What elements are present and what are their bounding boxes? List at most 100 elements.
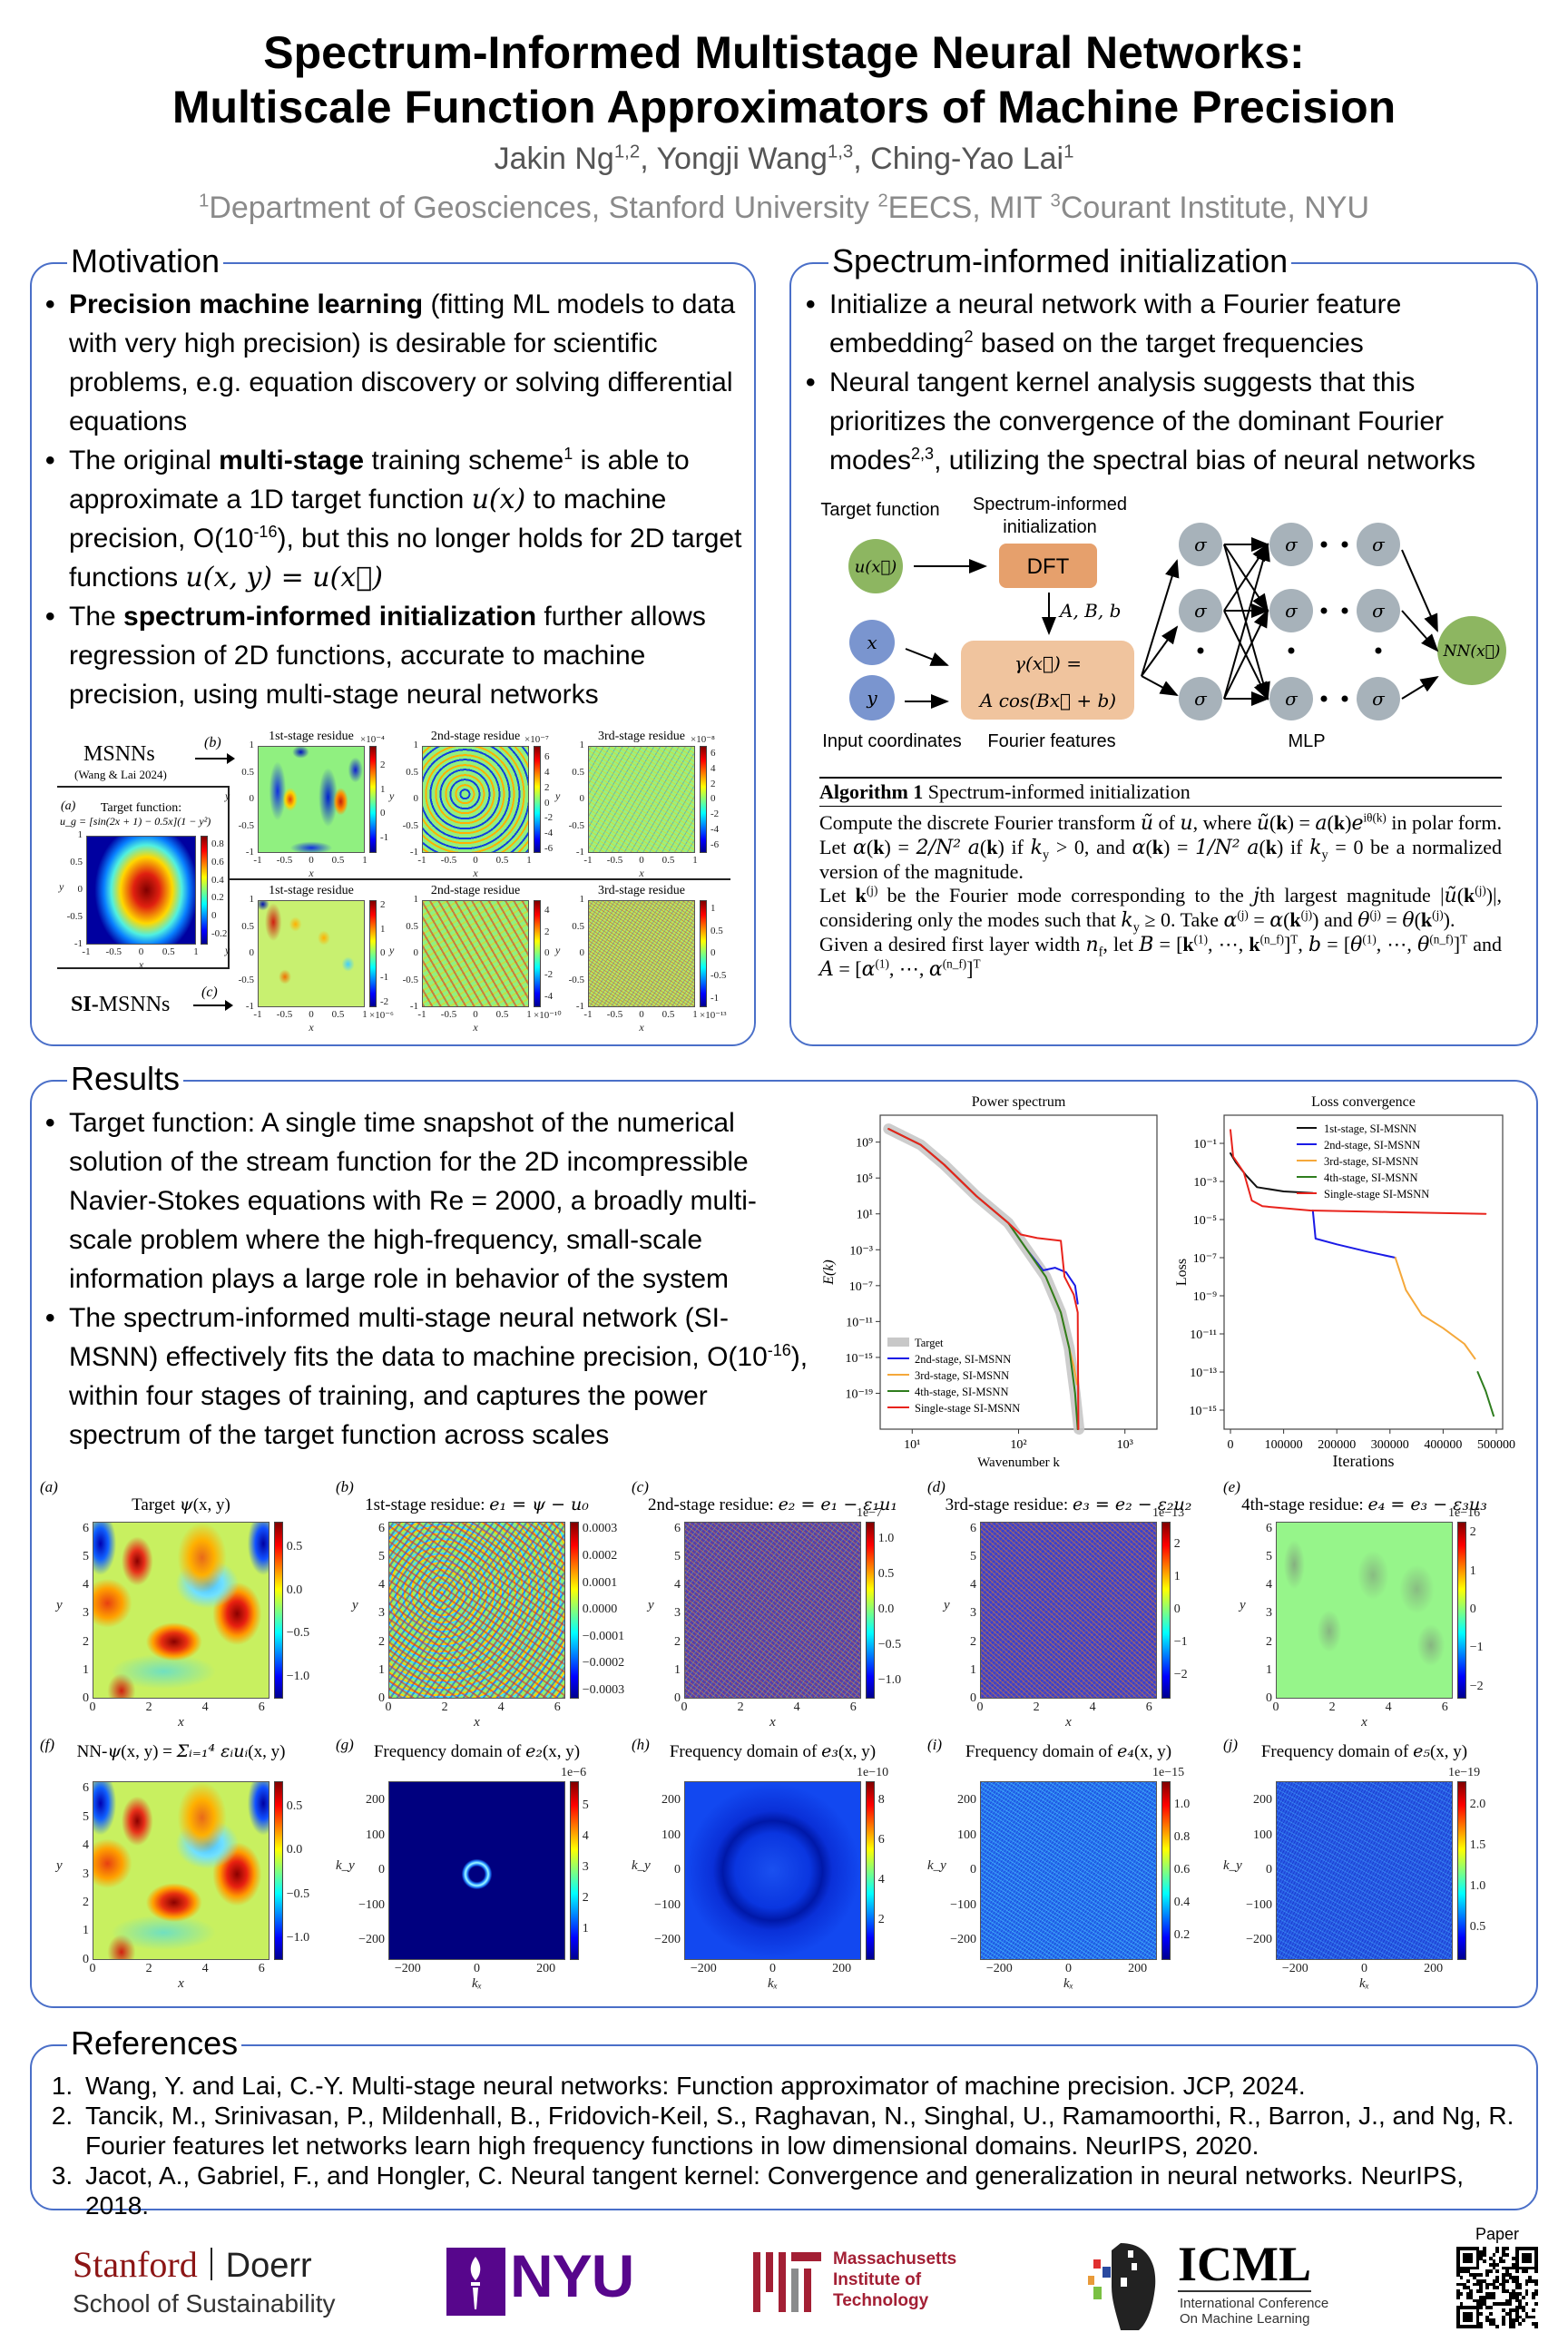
y-tick: 0.5 xyxy=(241,766,254,778)
text-run: Frequency domain of xyxy=(373,1742,526,1761)
text-run: , utilizing the spectral bias of neural … xyxy=(934,446,1476,475)
x-tick: -1 xyxy=(417,1009,426,1020)
panel-title: Target ψ(x, y) xyxy=(38,1494,324,1515)
math-text: α xyxy=(1269,909,1284,932)
bullet: Neural tangent kernel analysis suggests … xyxy=(806,363,1532,480)
superscript: (j) xyxy=(1300,907,1313,922)
text-run: Target function: xyxy=(100,801,182,815)
math-text: e₁ = ψ − u₀ xyxy=(489,1494,589,1514)
text-run: ] xyxy=(966,957,974,980)
heatmap-image xyxy=(422,746,529,853)
y-tick: -1 xyxy=(575,1001,584,1013)
colorbar xyxy=(1457,1781,1466,1960)
superscript: (j) xyxy=(1475,883,1486,897)
bullet: Target function: A single time snapshot … xyxy=(45,1103,817,1298)
msnn-suffix: MSNNs xyxy=(98,993,171,1016)
x-tick: 0 xyxy=(309,1009,314,1020)
colorbar-tick: 5 xyxy=(582,1798,589,1812)
colorbar xyxy=(369,746,377,853)
panel-title: 1st-stage residue xyxy=(203,884,419,898)
text-run: Neural tangent kernel analysis suggests … xyxy=(829,368,1445,475)
text-run: = xyxy=(1248,908,1270,931)
math-text: Σᵢ₌₁⁴ εᵢuᵢ xyxy=(176,1741,249,1761)
x-tick: −200 xyxy=(690,1962,717,1975)
y-tick: 4 xyxy=(1266,1578,1272,1592)
y-axis-label: y xyxy=(389,789,395,802)
mit-wordmark: Massachusetts Institute of Technology xyxy=(833,2249,956,2311)
x-tick: −200 xyxy=(1281,1962,1308,1975)
superscript: 1,3 xyxy=(827,142,854,162)
text-run: th largest magnitude | xyxy=(1259,884,1445,906)
y-tick: 1 xyxy=(1266,1662,1272,1677)
text-run: 2nd-stage residue: xyxy=(648,1495,779,1514)
y-tick: 5 xyxy=(1266,1550,1272,1564)
x-tick: 2 xyxy=(441,1700,448,1714)
horizontal-ellipsis-dot xyxy=(1320,541,1328,548)
colorbar xyxy=(570,1522,579,1699)
colorbar-exponent: 1e−16 xyxy=(1448,1506,1481,1520)
y-tick: 200 xyxy=(662,1793,681,1808)
y-tick: 200 xyxy=(366,1793,385,1808)
superscript: 1 xyxy=(198,191,210,211)
panel-label: (f) xyxy=(40,1736,55,1753)
stanford-doerr-logo: Stanford Doerr School of Sustainability xyxy=(73,2243,345,2318)
text-run: The xyxy=(69,602,124,632)
algorithm-name: Spectrum-informed initialization xyxy=(923,780,1191,803)
colorbar-tick: 4 xyxy=(877,1873,885,1887)
superscript: 1 xyxy=(1063,142,1074,162)
x-tick: -0.5 xyxy=(440,1009,457,1020)
colorbar-tick: 6 xyxy=(710,747,716,759)
algorithm-step: Compute the discrete Fourier transform ũ… xyxy=(819,811,1502,884)
x-tick: 200 xyxy=(832,1962,852,1975)
qr-label: Paper xyxy=(1475,2225,1520,2243)
hidden-neuron xyxy=(1357,523,1400,566)
y-tick: 0 xyxy=(378,1690,385,1705)
math-text: e xyxy=(1351,812,1364,835)
hidden-neuron-text: σ xyxy=(1372,688,1386,710)
text-run: ). xyxy=(1443,908,1455,931)
x-tick: 1 xyxy=(362,855,368,866)
text-run: based on the target frequencies xyxy=(973,328,1364,358)
colorbar-tick: 2 xyxy=(380,898,386,910)
y-tick: 2 xyxy=(674,1634,681,1649)
colorbar xyxy=(534,900,541,1007)
text-run: ≥ 0. Take xyxy=(1139,908,1224,931)
colorbar-tick: 0.4 xyxy=(1173,1895,1191,1909)
y-tick: 5 xyxy=(83,1809,89,1824)
horizontal-ellipsis-dot xyxy=(1320,607,1328,614)
text-run: Frequency domain of xyxy=(1260,1742,1414,1761)
reference-item: Jacot, A., Gabriel, F., and Hongler, C. … xyxy=(80,2161,1526,2220)
superscript: 2 xyxy=(877,191,888,211)
y-axis-label: y xyxy=(555,944,561,956)
panel-title: 2nd-stage residue: e₂ = e₁ − ε₁u₁ xyxy=(630,1494,916,1515)
y-tick: 0.5 xyxy=(241,920,254,932)
y-tick-label: 10⁻⁹ xyxy=(1193,1290,1217,1304)
paper-qr-code[interactable] xyxy=(1456,2247,1539,2329)
results-bullets: Target function: A single time snapshot … xyxy=(45,1103,817,1455)
y-tick: 0.5 xyxy=(70,857,83,868)
horizontal-ellipsis-dot xyxy=(1341,607,1348,614)
y-tick: 3 xyxy=(378,1606,385,1621)
hidden-neuron-text: σ xyxy=(1194,600,1208,622)
colorbar-tick: -1 xyxy=(380,832,389,844)
y-tick-label: 10⁻¹⁵ xyxy=(1190,1405,1218,1418)
panel-label: (d) xyxy=(927,1478,946,1495)
text-run: , ⋯, xyxy=(1376,933,1418,956)
colorbar-tick: 0 xyxy=(544,947,550,959)
text-run: (x, y) xyxy=(1429,1742,1468,1761)
colorbar-tick: -2 xyxy=(544,969,554,980)
mit-line: Institute of xyxy=(833,2270,922,2289)
math-text: θ xyxy=(1350,934,1363,956)
x-axis-label: x xyxy=(769,1715,776,1730)
text-run: ( xyxy=(1414,908,1421,931)
panel-title: Frequency domain of e₄(x, y) xyxy=(926,1741,1211,1762)
x-tick: 6 xyxy=(1145,1700,1152,1714)
text-run: ( xyxy=(1327,811,1334,834)
y-tick: 0.5 xyxy=(406,920,418,932)
superscript: T xyxy=(1460,932,1468,946)
x-axis-label: x xyxy=(1361,1715,1367,1730)
reference-item: Tancik, M., Srinivasan, P., Mildenhall, … xyxy=(80,2101,1526,2161)
heatmap-image xyxy=(93,1781,270,1960)
legend-label: 2nd-stage, SI-MSNN xyxy=(1324,1139,1420,1152)
x-tick: 0 xyxy=(639,1009,644,1020)
